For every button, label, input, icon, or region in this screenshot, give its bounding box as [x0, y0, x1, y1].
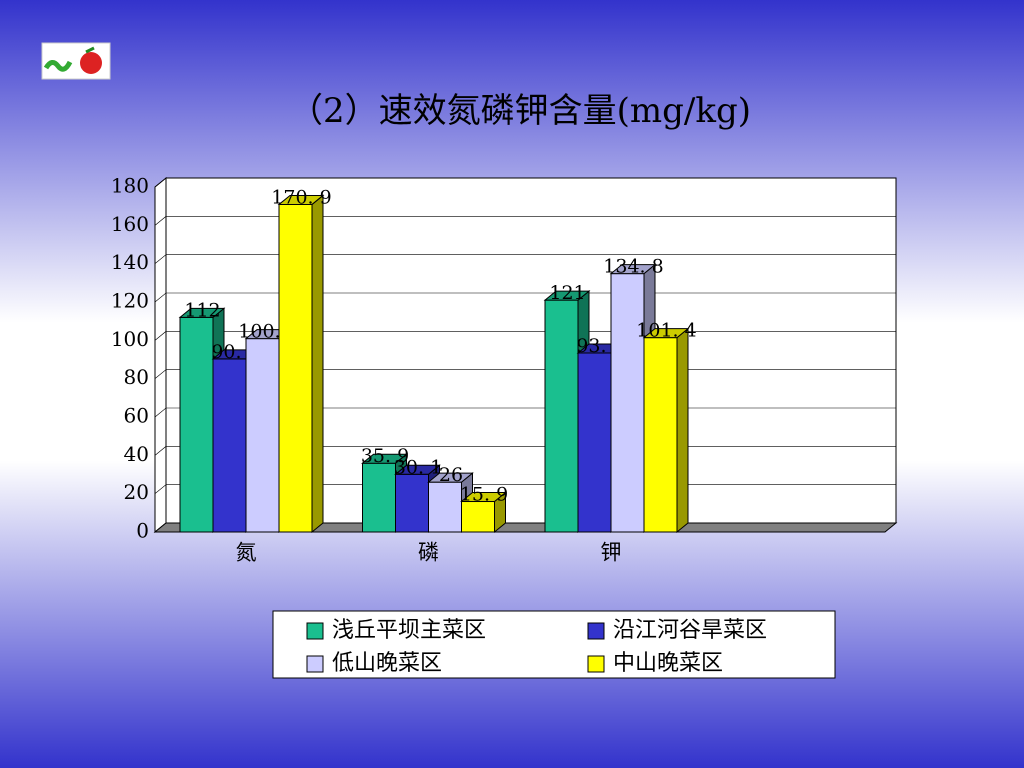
- y-tick-label: 60: [124, 404, 149, 428]
- legend: [272, 610, 836, 679]
- chart-title: （2）速效氮磷钾含量(mg/kg): [289, 91, 751, 131]
- bar-top: [543, 290, 591, 301]
- legend-label: 低山晚菜区: [332, 651, 442, 676]
- data-label: 26: [439, 464, 463, 486]
- legend-swatch: [587, 655, 605, 673]
- data-label: 121: [549, 282, 585, 304]
- logo-icon: [41, 42, 111, 80]
- bar-front: [212, 358, 247, 533]
- data-label: 134. 8: [603, 256, 663, 278]
- bar-front: [610, 273, 645, 533]
- bar-front: [428, 481, 462, 533]
- y-tick-label: 120: [111, 289, 149, 313]
- data-label: 15. 9: [460, 484, 508, 506]
- legend-label: 浅丘平坝主菜区: [332, 618, 486, 643]
- bar: [460, 491, 507, 534]
- y-tick-label: 180: [111, 174, 149, 198]
- grid-line: [154, 177, 896, 188]
- bar: [277, 194, 325, 534]
- bar-front: [395, 473, 429, 533]
- bar-front: [245, 338, 280, 533]
- data-label: 112: [184, 299, 220, 321]
- bar-front: [278, 203, 313, 533]
- grid-line: [154, 216, 896, 226]
- y-tick-label: 20: [124, 480, 149, 504]
- bar: [642, 327, 690, 534]
- legend-label: 沿江河谷旱菜区: [613, 618, 767, 643]
- legend-swatch: [306, 622, 324, 640]
- bar-side: [311, 194, 324, 534]
- bar-front: [362, 462, 396, 533]
- bar-top: [178, 307, 226, 318]
- x-tick-label: 磷: [418, 541, 439, 565]
- legend-swatch: [306, 655, 324, 673]
- legend-label: 中山晚菜区: [613, 651, 723, 676]
- y-tick-label: 100: [111, 327, 149, 351]
- x-tick-label: 氮: [236, 541, 257, 565]
- grid-line: [154, 254, 896, 264]
- legend-swatch: [587, 622, 605, 640]
- bar-top: [361, 453, 408, 464]
- y-tick-label: 160: [111, 212, 149, 236]
- y-tick-label: 40: [124, 442, 149, 466]
- bar-front: [461, 501, 495, 533]
- data-label: 30. 1: [394, 456, 442, 478]
- bar-front: [577, 352, 612, 533]
- bar-top: [460, 492, 507, 503]
- y-tick-label: 0: [136, 519, 149, 543]
- data-label: 170. 9: [271, 186, 331, 208]
- bar-top: [642, 328, 690, 339]
- bar-front: [643, 337, 678, 533]
- data-label: 101. 4: [636, 320, 696, 342]
- bar-front: [179, 316, 214, 533]
- bar-front: [544, 299, 579, 533]
- y-tick-label: 80: [124, 365, 149, 389]
- y-tick-label: 140: [111, 250, 149, 274]
- bar-top: [277, 194, 325, 205]
- bar-top: [609, 264, 657, 275]
- side-wall: [154, 176, 167, 534]
- bar-side: [676, 327, 689, 534]
- bar-top: [427, 472, 474, 483]
- data-label: 35. 9: [361, 445, 409, 467]
- x-tick-label: 钾: [601, 541, 622, 565]
- bar-top: [394, 464, 441, 475]
